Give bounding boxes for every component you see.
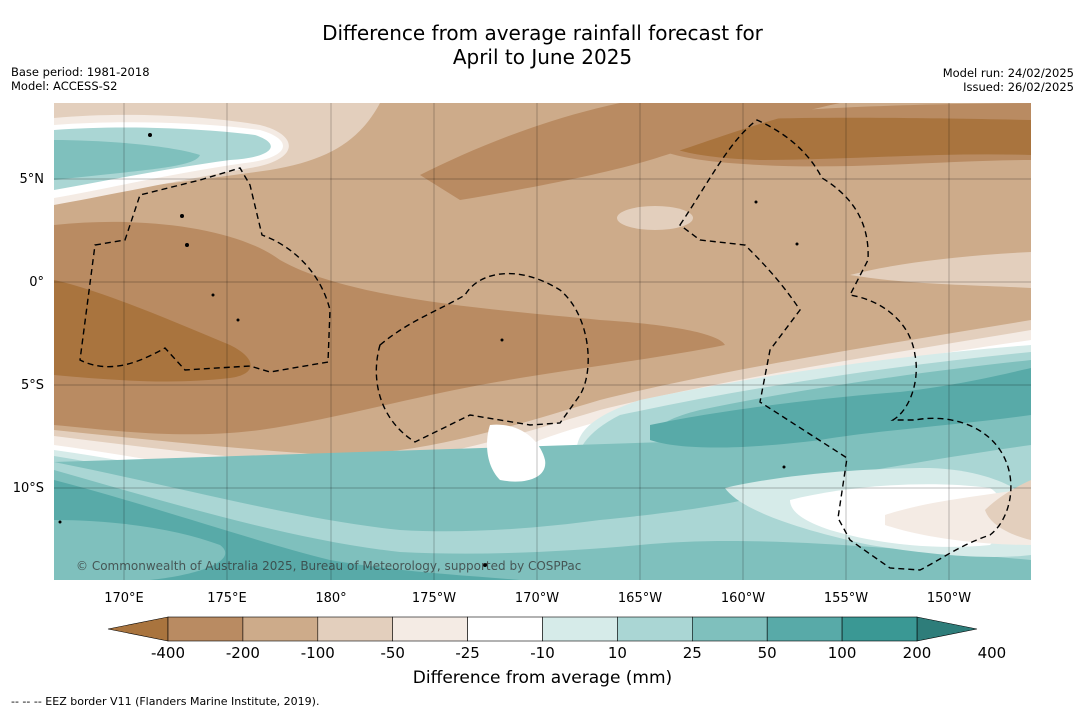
eez-footnote: -- -- -- EEZ border V11 (Flanders Marine… <box>11 695 320 708</box>
lat-label: 5°S <box>21 378 44 393</box>
colorbar-tick-label: -400 <box>151 644 185 662</box>
island <box>211 293 215 297</box>
lon-label: 175°W <box>412 591 456 606</box>
region-wet-high-se <box>650 368 1031 448</box>
island <box>148 133 152 137</box>
lon-label: 165°W <box>618 591 662 606</box>
lon-label: 150°W <box>927 591 971 606</box>
colorbar-tick-label: 400 <box>978 644 1007 662</box>
eez-border-central <box>375 272 589 443</box>
model-info: Base period: 1981-2018 Model: ACCESS-S2 <box>11 65 150 93</box>
lon-label: 180° <box>315 591 346 606</box>
lon-label: 170°W <box>515 591 559 606</box>
region-wet-mid-sw-inner <box>54 520 226 580</box>
model-name: Model: ACCESS-S2 <box>11 79 118 93</box>
colorbar-tick-label: -50 <box>380 644 405 662</box>
island <box>185 243 189 247</box>
run-info: Model run: 24/02/2025 Issued: 26/02/2025 <box>943 66 1074 94</box>
region-wet-mid-nw <box>54 140 200 180</box>
colorbar-tick-label: 50 <box>758 644 777 662</box>
map-fill <box>54 103 1031 580</box>
colorbar-cell <box>617 616 693 642</box>
colorbar-cell <box>841 616 918 642</box>
colorbar-tick-label: 10 <box>608 644 627 662</box>
island <box>782 465 786 469</box>
colorbar-cell <box>691 616 768 642</box>
lon-label: 175°E <box>207 591 247 606</box>
colorbar-tick-label: -100 <box>301 644 335 662</box>
island <box>795 242 799 246</box>
copyright-text: © Commonwealth of Australia 2025, Bureau… <box>76 559 581 573</box>
colorbar-cell <box>766 616 843 642</box>
lat-label: 5°N <box>20 172 45 187</box>
island <box>236 318 240 322</box>
region-dry-low-se <box>985 480 1031 540</box>
colorbar-tick-label: 100 <box>828 644 857 662</box>
colorbar-cell <box>167 616 244 642</box>
colorbar-tick-label: -10 <box>530 644 555 662</box>
region-neutral-central <box>487 424 546 482</box>
colorbar-cell <box>467 616 543 642</box>
title-line-1: Difference from average rainfall forecas… <box>322 21 763 45</box>
colorbar-cell <box>242 616 319 642</box>
colorbar-tick-label: 200 <box>903 644 932 662</box>
colorbar-cell <box>317 616 393 642</box>
lat-label: 10°S <box>13 481 44 496</box>
colorbar-cell <box>392 616 468 642</box>
model-run: Model run: 24/02/2025 <box>942 66 1074 80</box>
eez-border-west <box>79 167 331 373</box>
eez-borders <box>79 119 1012 571</box>
lat-label: 0° <box>29 275 44 290</box>
issued-date: Issued: 26/02/2025 <box>963 80 1074 94</box>
island <box>483 563 487 567</box>
colorbar-extend-low <box>107 616 169 642</box>
base-period: Base period: 1981-2018 <box>11 65 150 79</box>
island <box>58 520 62 524</box>
region-dry-high-west <box>54 221 725 435</box>
island <box>180 214 184 218</box>
region-dry-low-patch <box>617 206 693 230</box>
eez-border-east <box>679 119 1012 571</box>
colorbar-tick-label: 25 <box>683 644 702 662</box>
lon-label: 155°W <box>824 591 868 606</box>
graticule <box>54 103 1031 580</box>
colorbar-tick-label: -25 <box>455 644 480 662</box>
islands <box>58 133 799 567</box>
island <box>500 338 504 342</box>
colorbar: -400 -200 -100 -50 -25 -10 10 25 50 100 200 400 <box>107 616 1006 662</box>
title-line-2: April to June 2025 <box>452 45 633 69</box>
colorbar-cells <box>167 616 918 642</box>
colorbar-ticks: -400 -200 -100 -50 -25 -10 10 25 50 100 200 400 <box>151 644 1006 662</box>
lon-label: 160°W <box>721 591 765 606</box>
colorbar-title: Difference from average (mm) <box>412 668 673 688</box>
colorbar-tick-label: -200 <box>226 644 260 662</box>
region-dry-low-east <box>850 252 1031 288</box>
colorbar-cell <box>542 616 618 642</box>
lon-label: 170°E <box>104 591 144 606</box>
region-dry-extreme-west <box>54 280 251 382</box>
colorbar-extend-high <box>916 616 978 642</box>
region-dry-high-north <box>420 103 840 200</box>
island <box>754 200 758 204</box>
chart-title: Difference from average rainfall forecas… <box>0 21 1085 69</box>
